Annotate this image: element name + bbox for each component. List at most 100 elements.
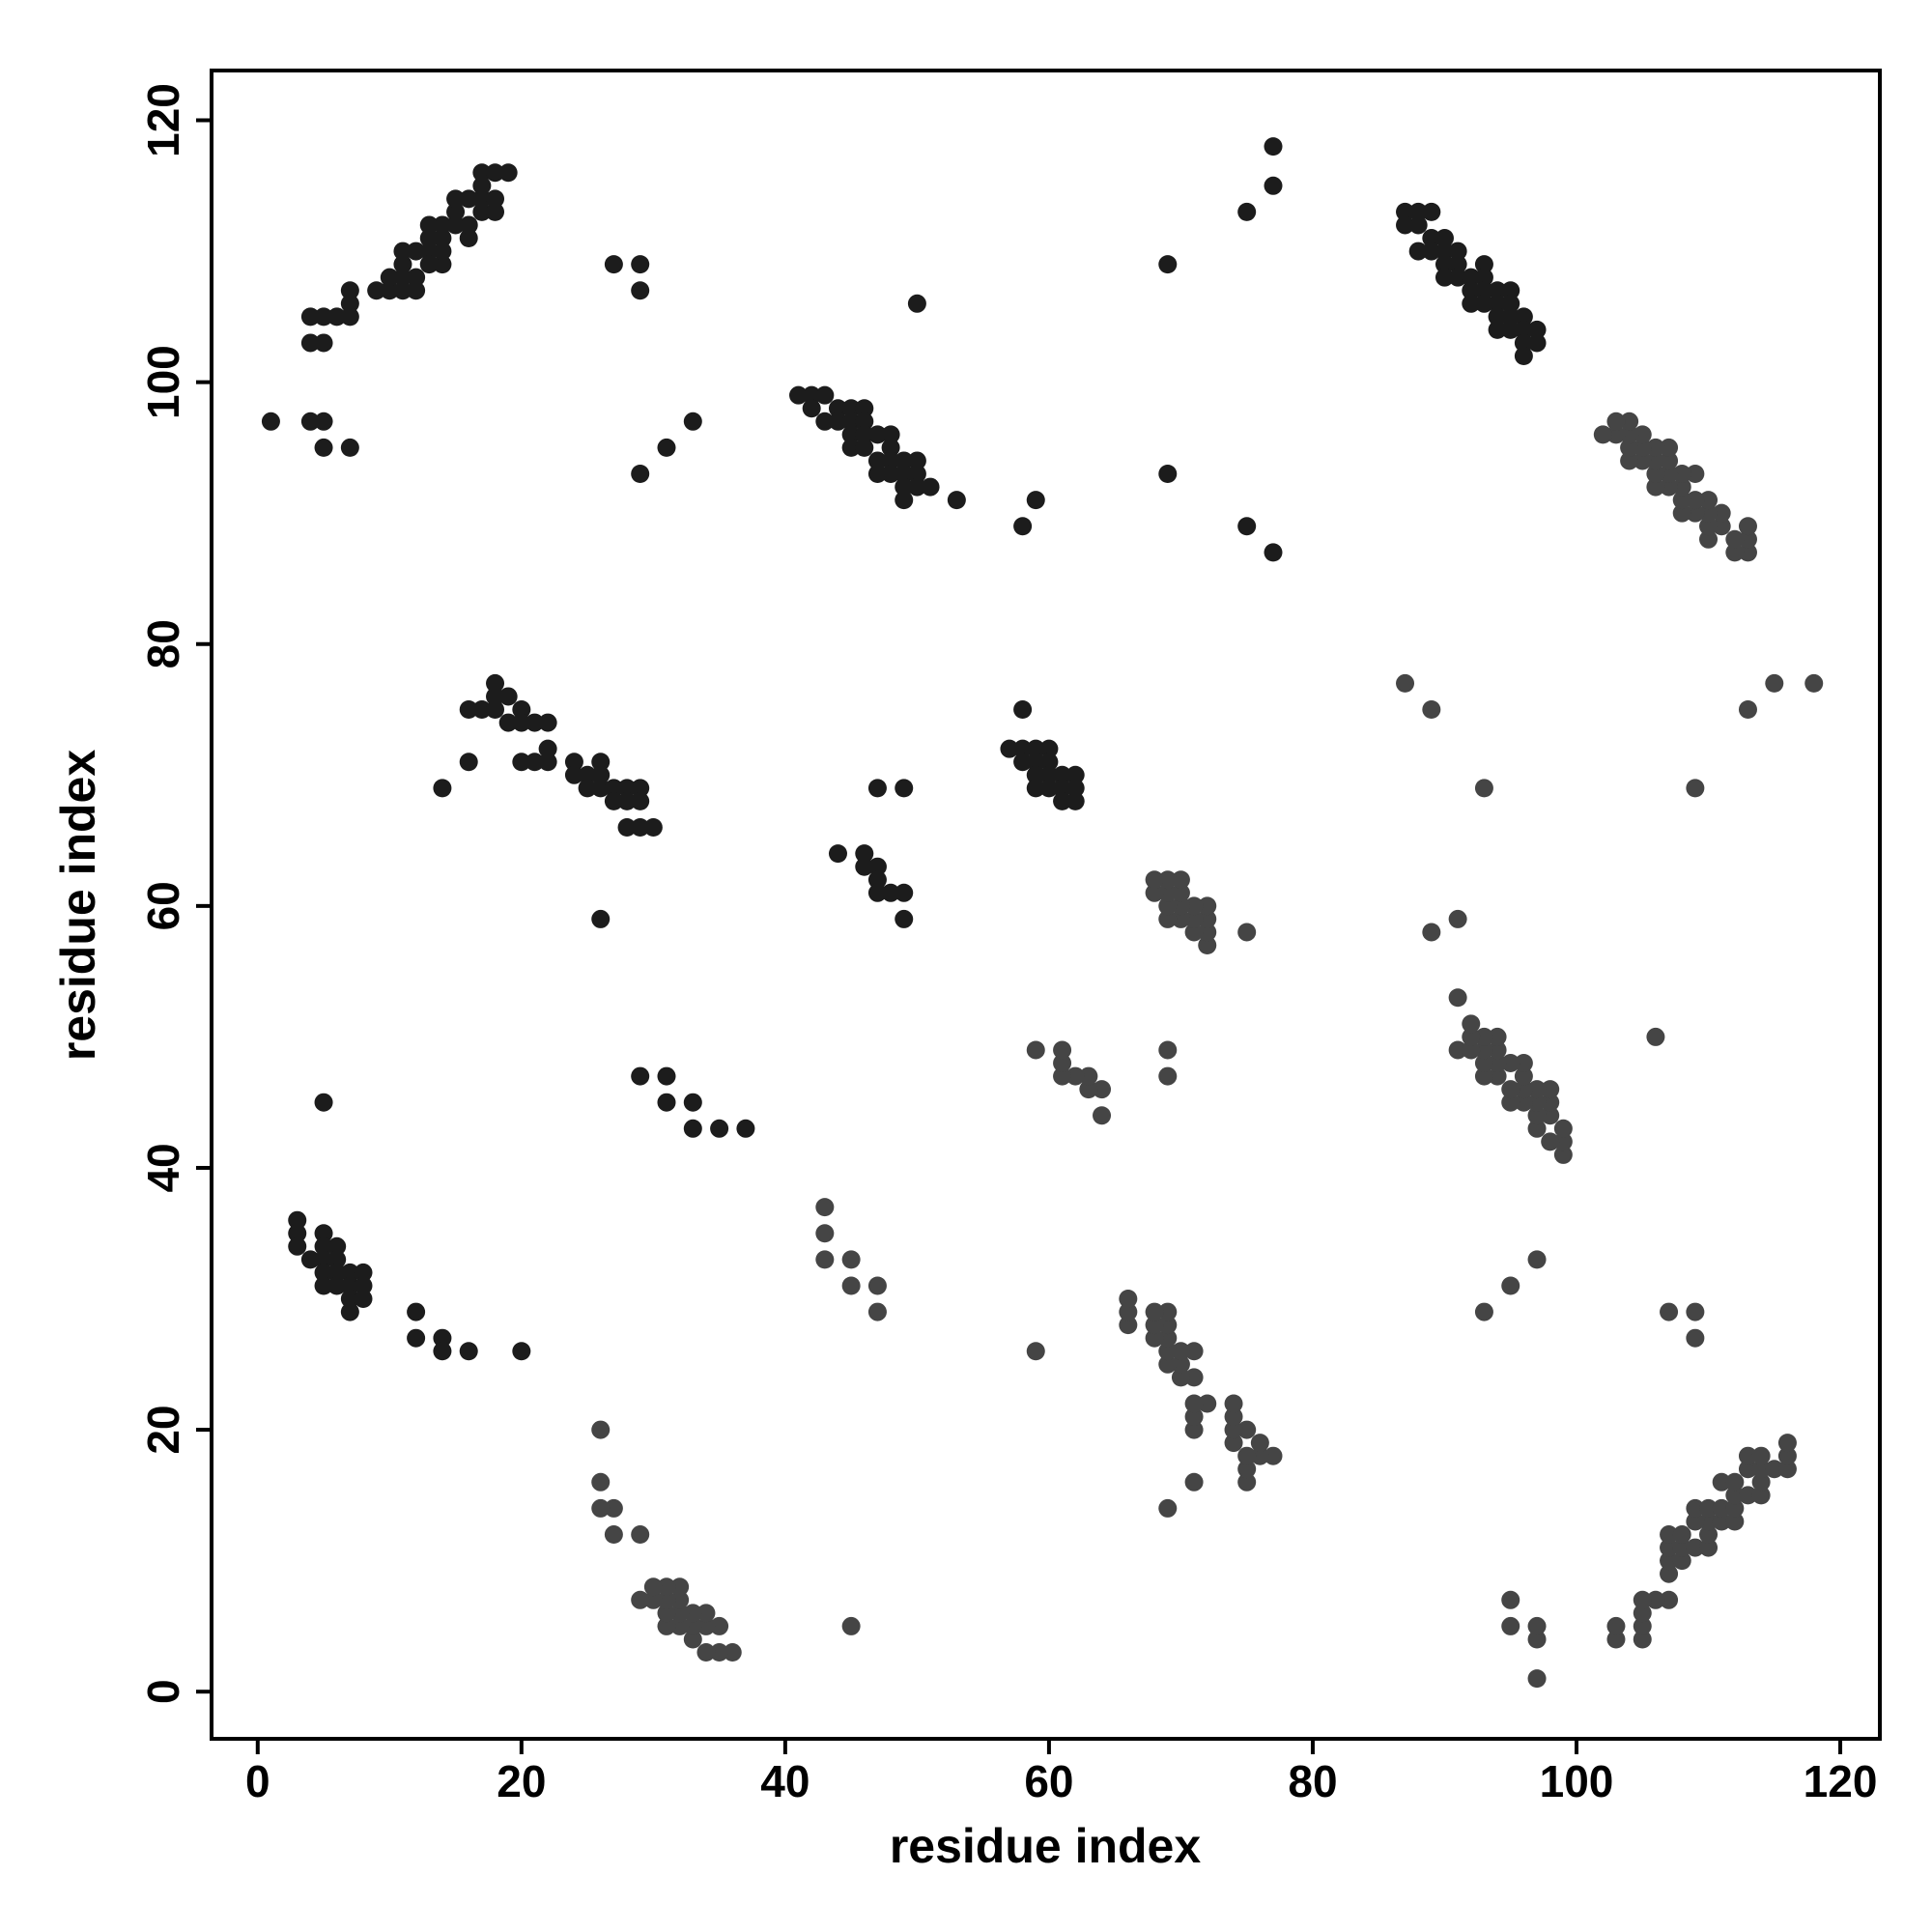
- point: [354, 1263, 373, 1282]
- point: [1514, 333, 1533, 353]
- point: [1474, 1040, 1493, 1060]
- point: [1712, 1472, 1731, 1492]
- point: [815, 1198, 835, 1217]
- point: [1633, 1590, 1652, 1609]
- point: [1158, 870, 1178, 890]
- point: [433, 229, 452, 248]
- point: [1474, 255, 1493, 274]
- point: [1527, 1093, 1547, 1112]
- point: [631, 255, 650, 274]
- point: [841, 1616, 861, 1635]
- point: [1553, 1145, 1573, 1164]
- point: [631, 1590, 650, 1609]
- point: [1488, 294, 1507, 313]
- point: [1672, 491, 1691, 510]
- point: [1672, 1538, 1691, 1557]
- point: [1620, 425, 1639, 444]
- point: [1501, 1093, 1520, 1112]
- point: [1184, 1368, 1204, 1387]
- point: [591, 1472, 611, 1492]
- point: [340, 1302, 359, 1321]
- point: [1079, 1066, 1098, 1086]
- point: [1699, 1525, 1719, 1545]
- point: [1171, 1368, 1190, 1387]
- point: [525, 753, 544, 772]
- point: [895, 779, 914, 798]
- point: [1448, 988, 1467, 1008]
- point: [1158, 465, 1178, 484]
- point: [564, 753, 583, 772]
- point: [340, 294, 359, 313]
- point: [1145, 870, 1164, 890]
- point: [1686, 1328, 1705, 1348]
- point: [1237, 517, 1257, 536]
- point: [407, 242, 426, 261]
- point: [407, 1302, 426, 1321]
- point: [1474, 1066, 1493, 1086]
- point: [1145, 1328, 1164, 1348]
- point: [300, 1250, 320, 1269]
- point: [1158, 909, 1178, 928]
- point: [433, 255, 452, 274]
- y-tick-label: 20: [138, 1405, 188, 1454]
- point: [1765, 1460, 1784, 1479]
- point: [1738, 543, 1757, 562]
- point: [486, 163, 505, 183]
- point: [300, 333, 320, 353]
- point: [1435, 242, 1454, 261]
- point: [1686, 1302, 1705, 1321]
- point: [1264, 543, 1283, 562]
- point: [895, 491, 914, 510]
- point: [604, 791, 623, 810]
- point: [1712, 503, 1731, 523]
- point: [1053, 1040, 1072, 1060]
- point: [631, 465, 650, 484]
- point: [1422, 242, 1441, 261]
- point: [1158, 883, 1178, 902]
- point: [340, 281, 359, 300]
- point: [1620, 412, 1639, 431]
- point: [1751, 1472, 1771, 1492]
- point: [1646, 477, 1665, 497]
- point: [855, 425, 874, 444]
- point: [710, 1643, 729, 1662]
- point: [683, 1616, 702, 1635]
- point: [1408, 202, 1428, 221]
- point: [643, 1577, 663, 1597]
- point: [1527, 1106, 1547, 1125]
- point: [1501, 1080, 1520, 1099]
- point: [1474, 1302, 1493, 1321]
- point: [1039, 753, 1059, 772]
- x-tick-label: 0: [245, 1756, 270, 1806]
- point: [1013, 739, 1033, 758]
- point: [1448, 909, 1467, 928]
- point: [1620, 451, 1639, 470]
- point: [1541, 1080, 1560, 1099]
- point: [288, 1210, 307, 1230]
- point: [314, 1093, 333, 1112]
- point: [1026, 739, 1045, 758]
- point: [1606, 425, 1626, 444]
- point: [1553, 1119, 1573, 1138]
- point: [1712, 517, 1731, 536]
- point: [1738, 700, 1757, 720]
- point: [1396, 202, 1415, 221]
- point: [1462, 1014, 1481, 1034]
- point: [670, 1590, 690, 1609]
- point: [393, 242, 412, 261]
- point: [1541, 1093, 1560, 1112]
- point: [828, 844, 847, 864]
- point: [1158, 1328, 1178, 1348]
- point: [1158, 1040, 1178, 1060]
- point: [1527, 1119, 1547, 1138]
- point: [1224, 1434, 1243, 1453]
- point: [340, 307, 359, 327]
- point: [1699, 503, 1719, 523]
- point: [1396, 215, 1415, 235]
- point: [828, 412, 847, 431]
- point: [1686, 1512, 1705, 1531]
- point: [1488, 307, 1507, 327]
- point: [1158, 1354, 1178, 1374]
- point: [1158, 896, 1178, 916]
- point: [1422, 700, 1441, 720]
